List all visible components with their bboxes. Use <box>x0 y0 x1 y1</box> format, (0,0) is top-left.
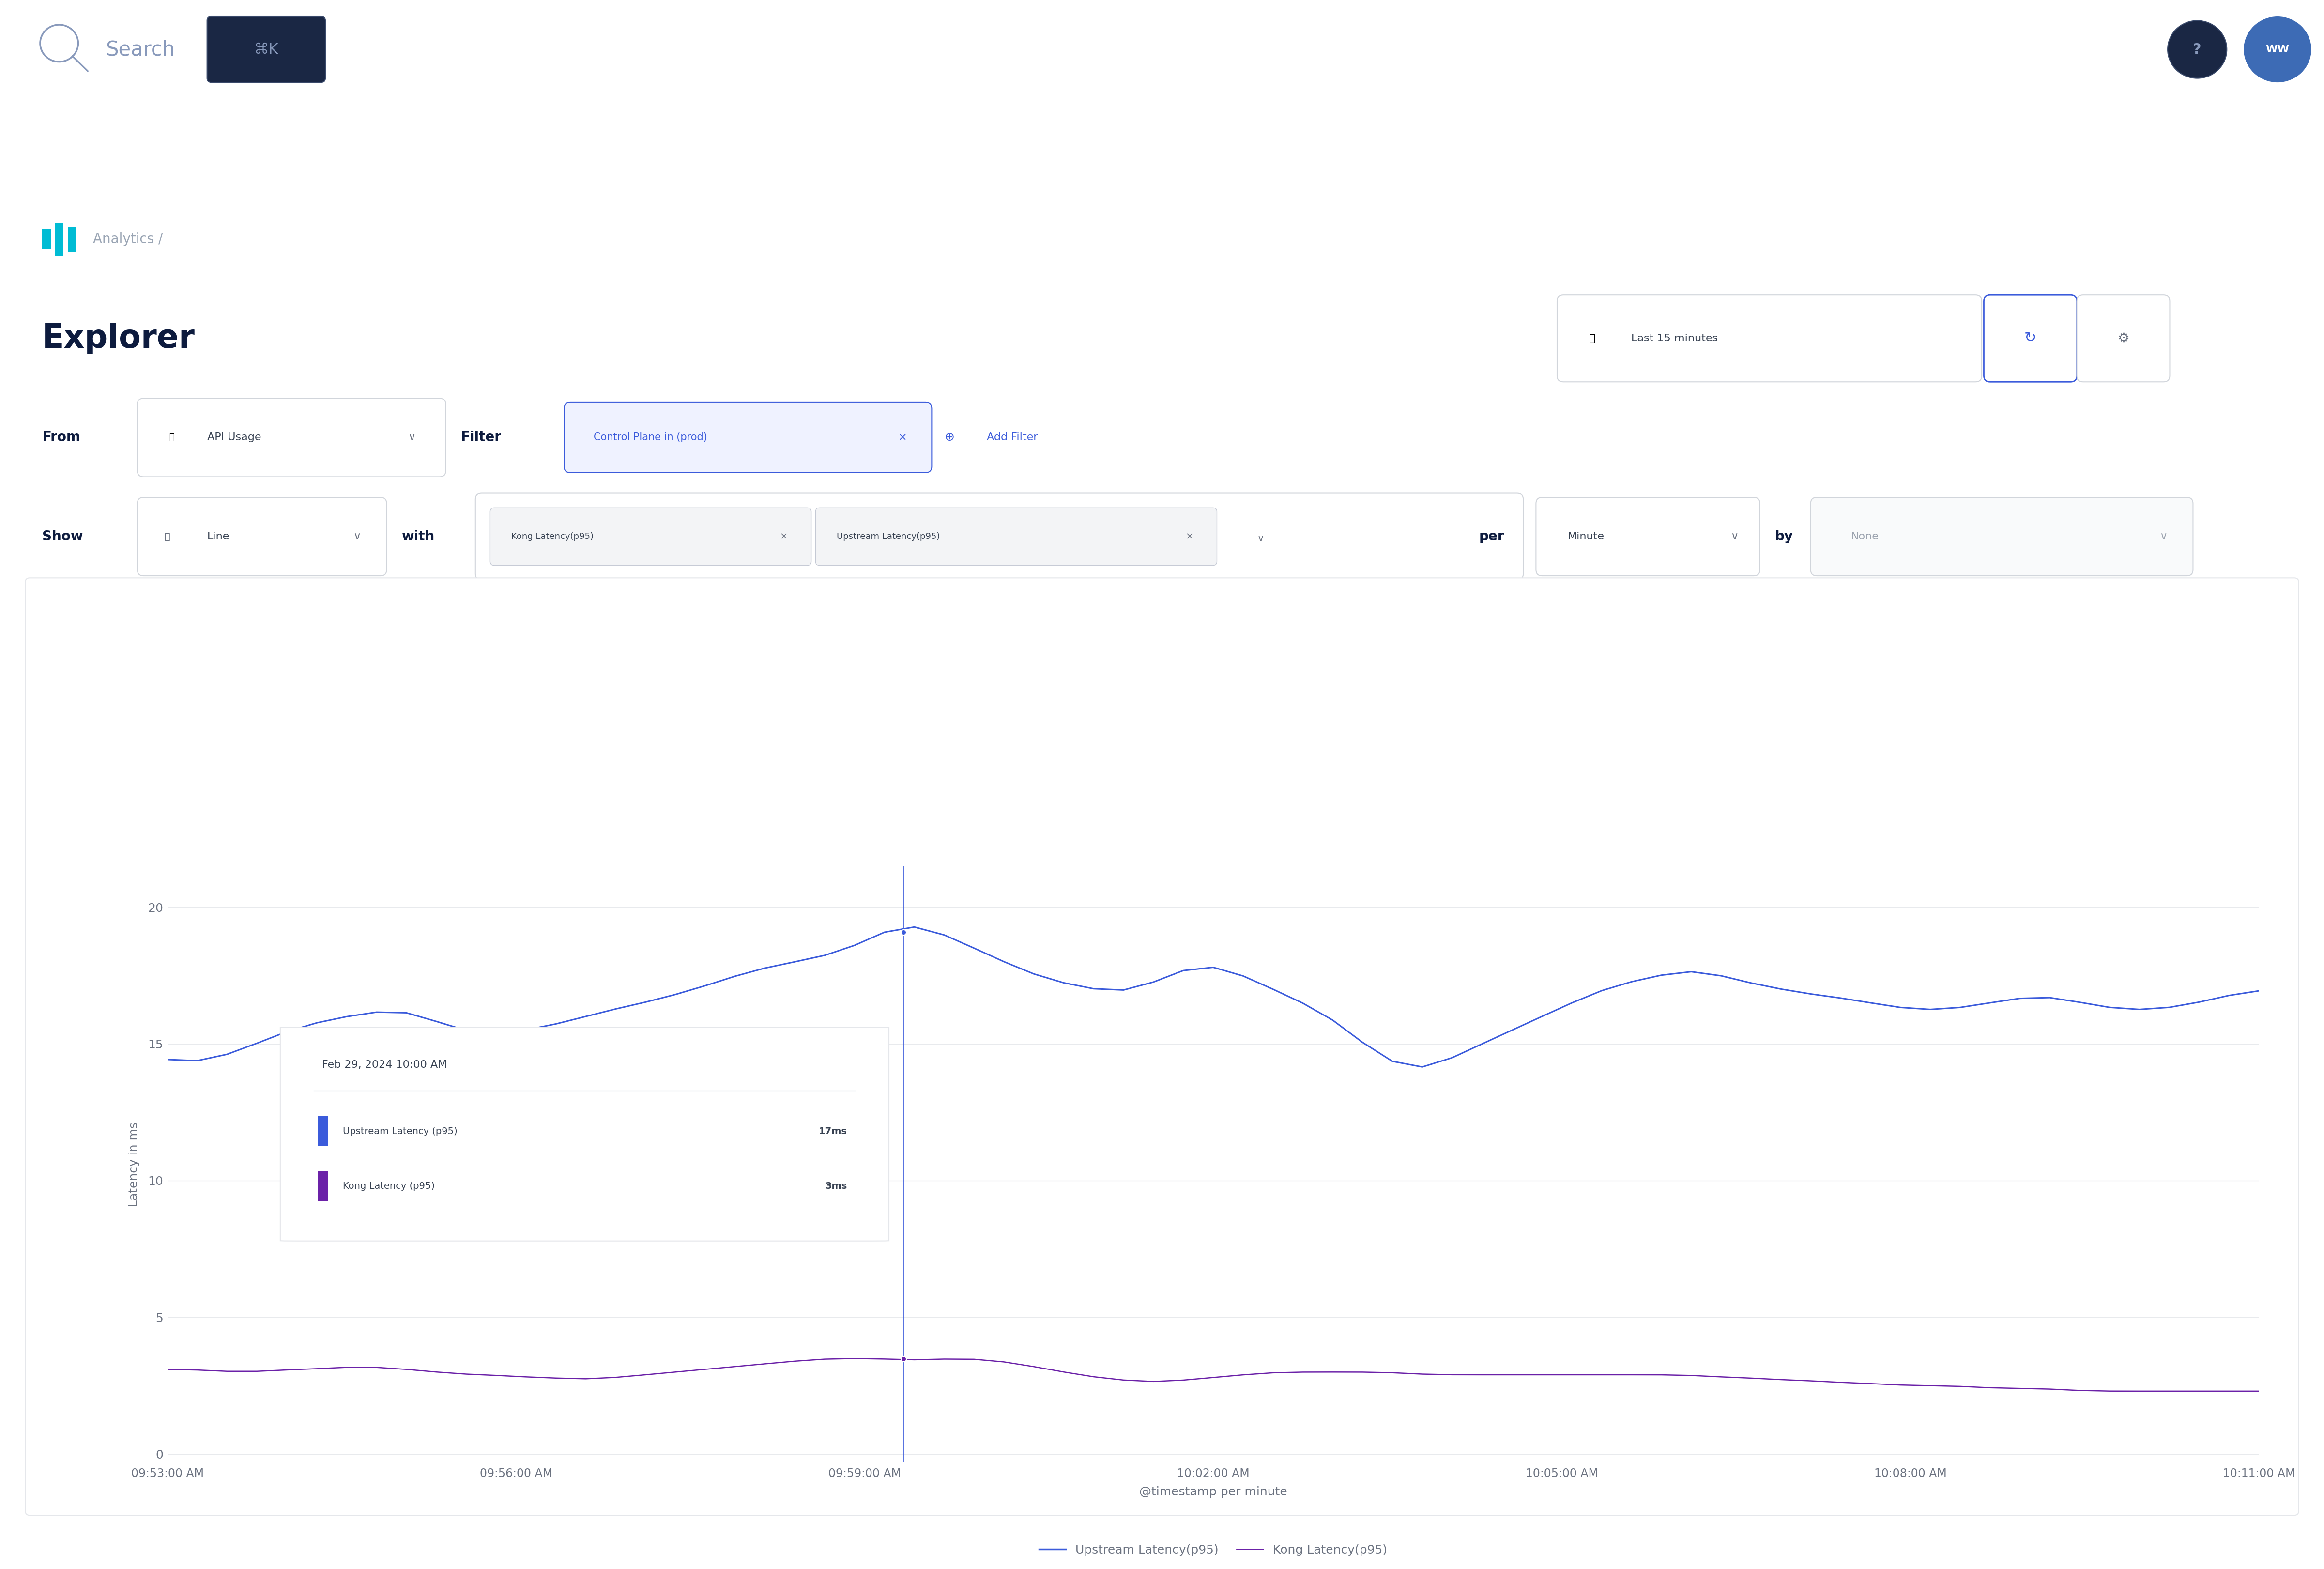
FancyBboxPatch shape <box>207 17 325 82</box>
FancyBboxPatch shape <box>1557 295 1982 381</box>
Text: Feb 29, 2024 10:00 AM: Feb 29, 2024 10:00 AM <box>323 1061 446 1070</box>
Text: Line: Line <box>207 532 230 541</box>
Bar <box>42 229 51 249</box>
Text: ∨: ∨ <box>1731 532 1738 541</box>
Text: by: by <box>1776 530 1794 543</box>
FancyBboxPatch shape <box>565 402 932 472</box>
Text: 📅: 📅 <box>1590 334 1594 344</box>
Text: Minute: Minute <box>1569 532 1604 541</box>
Text: 〜: 〜 <box>165 532 170 541</box>
FancyBboxPatch shape <box>137 497 386 576</box>
Y-axis label: Latency in ms: Latency in ms <box>128 1122 139 1207</box>
Text: ∨: ∨ <box>353 532 360 541</box>
Text: Upstream Latency (p95): Upstream Latency (p95) <box>344 1127 458 1136</box>
Text: Kong Latency (p95): Kong Latency (p95) <box>344 1181 435 1191</box>
FancyBboxPatch shape <box>490 508 811 565</box>
Bar <box>67 228 77 251</box>
FancyBboxPatch shape <box>816 508 1218 565</box>
Text: ×: × <box>779 532 788 541</box>
FancyBboxPatch shape <box>137 399 446 477</box>
Legend: Upstream Latency(p95), Kong Latency(p95): Upstream Latency(p95), Kong Latency(p95) <box>1034 1539 1392 1561</box>
Text: Add Filter: Add Filter <box>988 433 1039 442</box>
FancyBboxPatch shape <box>2078 295 2171 381</box>
Text: ∨: ∨ <box>407 433 416 442</box>
FancyBboxPatch shape <box>1985 295 2078 381</box>
X-axis label: @timestamp per minute: @timestamp per minute <box>1139 1486 1287 1498</box>
Text: Search: Search <box>105 39 174 60</box>
Text: ⚙: ⚙ <box>2117 331 2129 345</box>
Text: None: None <box>1850 532 1878 541</box>
Circle shape <box>2243 17 2312 82</box>
FancyBboxPatch shape <box>1810 497 2194 576</box>
Bar <box>56 223 63 256</box>
Text: Last 15 minutes: Last 15 minutes <box>1631 334 1717 344</box>
Text: Upstream Latency(p95): Upstream Latency(p95) <box>837 532 939 541</box>
FancyBboxPatch shape <box>318 1170 328 1202</box>
Text: Control Plane in (prod): Control Plane in (prod) <box>593 433 706 442</box>
Text: API Usage: API Usage <box>207 433 260 442</box>
Text: 3ms: 3ms <box>825 1181 846 1191</box>
Text: with: with <box>402 530 435 543</box>
Text: ×: × <box>1185 532 1192 541</box>
Text: ×: × <box>897 433 906 442</box>
Text: ⌘K: ⌘K <box>253 42 279 56</box>
FancyBboxPatch shape <box>1536 497 1759 576</box>
Text: ⊕: ⊕ <box>944 431 955 444</box>
FancyBboxPatch shape <box>318 1116 328 1147</box>
Text: per: per <box>1478 530 1504 543</box>
Text: Filter: Filter <box>460 431 502 444</box>
FancyBboxPatch shape <box>281 1028 888 1241</box>
Text: Explorer: Explorer <box>42 322 195 355</box>
Text: ?: ? <box>2194 42 2201 56</box>
Text: Analytics /: Analytics / <box>93 232 163 246</box>
Text: From: From <box>42 431 81 444</box>
Text: 17ms: 17ms <box>818 1127 846 1136</box>
Text: ↻: ↻ <box>2024 331 2036 345</box>
Text: ∨: ∨ <box>2159 532 2166 541</box>
FancyBboxPatch shape <box>476 493 1522 581</box>
Text: ∨: ∨ <box>1257 533 1264 543</box>
Text: Show: Show <box>42 530 84 543</box>
Circle shape <box>2168 20 2226 78</box>
Text: 📊: 📊 <box>170 433 174 442</box>
Text: Kong Latency(p95): Kong Latency(p95) <box>511 532 593 541</box>
Text: WW: WW <box>2266 44 2289 55</box>
FancyBboxPatch shape <box>26 577 2298 1516</box>
